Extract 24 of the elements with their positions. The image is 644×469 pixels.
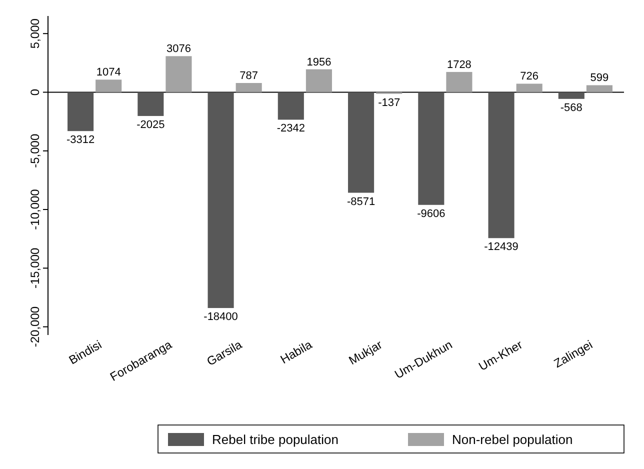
data-label: -2025 <box>136 118 165 131</box>
data-label: 3076 <box>166 43 191 56</box>
data-label: -2342 <box>276 122 305 135</box>
data-label: 1728 <box>446 58 472 71</box>
data-label: 1956 <box>306 56 332 68</box>
data-label: -3312 <box>66 134 95 146</box>
data-label: -8571 <box>346 196 376 208</box>
data-label: -9606 <box>417 208 446 220</box>
y-tick-label: -5,000 <box>28 134 42 168</box>
y-tick-label: -10,000 <box>28 188 42 230</box>
data-label: -568 <box>560 102 582 114</box>
legend-label: Non-rebel population <box>452 432 573 447</box>
data-label: 726 <box>520 70 539 83</box>
y-tick-label: 0 <box>28 88 42 96</box>
data-label: -12439 <box>484 241 518 254</box>
y-tick-label: -15,000 <box>28 247 42 288</box>
y-tick-label: 5,000 <box>28 18 42 49</box>
data-label: 787 <box>240 70 258 82</box>
y-tick-label: -20,000 <box>28 306 42 348</box>
data-label: 1074 <box>96 66 121 79</box>
data-label: -18400 <box>204 311 238 324</box>
legend-label: Rebel tribe population <box>212 432 338 447</box>
data-label: -137 <box>378 96 400 109</box>
data-label: 599 <box>590 72 609 84</box>
